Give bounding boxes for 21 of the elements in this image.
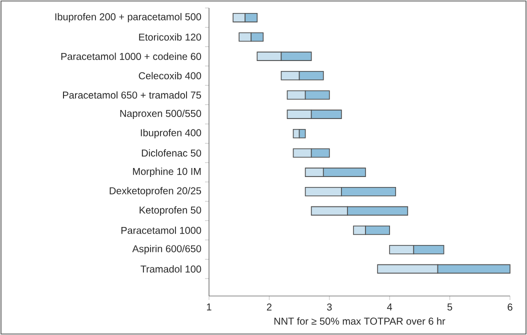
x-tick-label: 4 (387, 304, 392, 310)
y-tick-label: Diclofenac 50 (142, 149, 202, 157)
x-tick-label: 2 (266, 304, 272, 310)
y-tick-label: Paracetamol 1000 (121, 226, 202, 234)
y-tick-label: Ibuprofen 200 + paracetamol 500 (55, 13, 202, 22)
x-tick-label: 5 (447, 304, 452, 310)
y-tick-label: Naproxen 500/550 (120, 110, 202, 119)
y-tick-label: Paracetamol 1000 + codeine 60 (61, 52, 202, 60)
x-tick-label: 1 (207, 304, 212, 310)
y-tick-label: Paracetamol 650 + tramadol 75 (63, 91, 202, 99)
y-tick-label: Etoricoxib 120 (139, 33, 202, 41)
y-tick-label: Celecoxib 400 (138, 72, 202, 80)
y-tick-label: Tramadol 100 (140, 265, 202, 273)
y-tick-label: Aspirin 600/650 (132, 244, 202, 254)
x-tick-label: 6 (508, 304, 512, 311)
y-tick-label: Morphine 10 IM (133, 168, 201, 177)
x-axis-title: NNT for ≥ 50% max TOTPAR over 6 hr (274, 317, 446, 325)
x-tick-label: 3 (327, 304, 332, 311)
y-tick-label: Dexketoprofen 20/25 (110, 186, 202, 196)
y-tick-label: Ketoprofen 50 (140, 206, 202, 216)
y-tick-label: Ibuprofen 400 (140, 128, 202, 138)
